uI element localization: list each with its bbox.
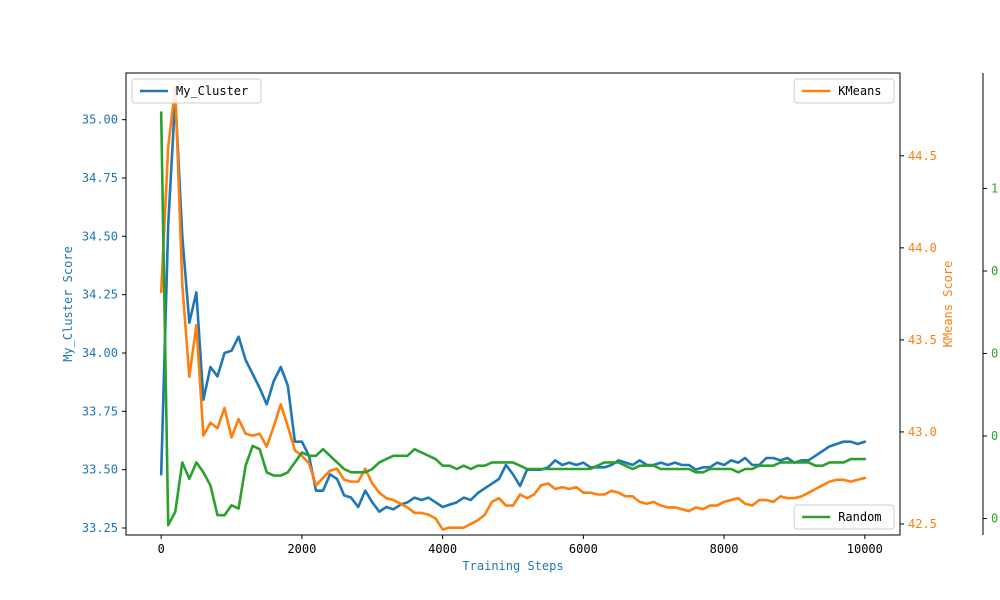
- left-y-tick-label: 33.50: [82, 463, 118, 477]
- right-y-tick-label: 44.5: [908, 149, 937, 163]
- left-y-tick-label: 33.25: [82, 521, 118, 535]
- series-line-kmeans: [159, 86, 867, 531]
- far-y-tick-label: 1: [991, 182, 998, 196]
- legend-random: Random: [793, 504, 895, 530]
- legend-label: KMeans: [838, 84, 881, 98]
- legend-box: [793, 504, 895, 530]
- x-tick-label: 8000: [710, 542, 739, 556]
- right-y-axis-label: KMeans Score: [941, 261, 955, 348]
- legend-kmeans: KMeans: [793, 78, 895, 104]
- right-y-tick-label: 43.5: [908, 333, 937, 347]
- x-tick-label: 10000: [847, 542, 883, 556]
- plot-frame: [125, 72, 901, 536]
- left-y-tick-label: 34.25: [82, 288, 118, 302]
- left-y-tick-label: 34.50: [82, 229, 118, 243]
- far-y-tick-label: 0: [991, 512, 998, 526]
- legend-label: Random: [838, 510, 881, 524]
- legend-label: My_Cluster: [176, 84, 248, 98]
- right-y-tick-label: 42.5: [908, 517, 937, 531]
- x-tick-label: 4000: [428, 542, 457, 556]
- legend-my-cluster: My_Cluster: [131, 78, 262, 104]
- legend-box: [793, 78, 895, 104]
- right-y-tick-label: 44.0: [908, 241, 937, 255]
- left-y-tick-label: 34.00: [82, 346, 118, 360]
- right-y-tick-label: 43.0: [908, 425, 937, 439]
- left-y-tick-label: 34.75: [82, 171, 118, 185]
- series-line-my-cluster: [159, 95, 867, 513]
- far-y-tick-label: 0: [991, 264, 998, 278]
- left-y-axis-label: My_Cluster Score: [61, 246, 75, 362]
- x-axis-label: Training Steps: [462, 559, 563, 573]
- x-tick-label: 6000: [569, 542, 598, 556]
- series-line-random: [159, 111, 867, 527]
- far-y-tick-label: 0: [991, 429, 998, 443]
- x-tick-label: 2000: [287, 542, 316, 556]
- left-y-tick-label: 35.00: [82, 113, 118, 127]
- legend-box: [131, 78, 262, 104]
- left-y-tick-label: 33.75: [82, 404, 118, 418]
- x-tick-label: 0: [158, 542, 165, 556]
- far-y-tick-label: 0: [991, 347, 998, 361]
